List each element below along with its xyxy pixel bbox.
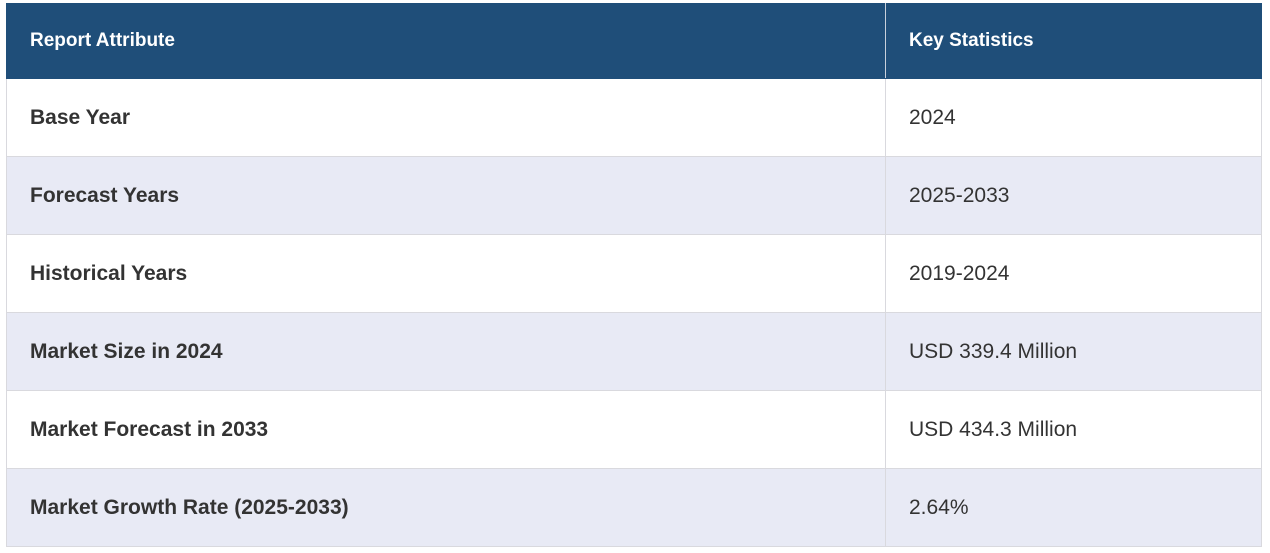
- statistic-cell: 2.64%: [885, 468, 1262, 547]
- table-row: Historical Years 2019-2024: [6, 234, 1262, 313]
- statistic-cell: 2024: [885, 78, 1262, 157]
- attribute-cell: Historical Years: [6, 234, 886, 313]
- header-cell: Key Statistics: [885, 3, 1262, 79]
- attribute-cell: Base Year: [6, 78, 886, 157]
- statistic-cell: 2025-2033: [885, 156, 1262, 235]
- header-row: Report Attribute Key Statistics: [6, 3, 1262, 79]
- table-row: Market Size in 2024 USD 339.4 Million: [6, 312, 1262, 391]
- table-row: Market Forecast in 2033 USD 434.3 Million: [6, 390, 1262, 469]
- table-row: Market Growth Rate (2025-2033) 2.64%: [6, 468, 1262, 547]
- header-cell: Report Attribute: [6, 3, 886, 79]
- table-body: Base Year 2024 Forecast Years 2025-2033 Hist…: [6, 78, 1262, 547]
- table-row: Forecast Years 2025-2033: [6, 156, 1262, 235]
- table-row: Base Year 2024: [6, 78, 1262, 157]
- statistic-cell: USD 339.4 Million: [885, 312, 1262, 391]
- attribute-cell: Market Growth Rate (2025-2033): [6, 468, 886, 547]
- attribute-cell: Forecast Years: [6, 156, 886, 235]
- statistic-cell: 2019-2024: [885, 234, 1262, 313]
- attribute-cell: Market Size in 2024: [6, 312, 886, 391]
- table-container: Report Attribute Key Statistics Base Yea…: [6, 3, 1262, 547]
- stats-table: Report Attribute Key Statistics Base Yea…: [6, 3, 1262, 547]
- statistic-cell: USD 434.3 Million: [885, 390, 1262, 469]
- attribute-cell: Market Forecast in 2033: [6, 390, 886, 469]
